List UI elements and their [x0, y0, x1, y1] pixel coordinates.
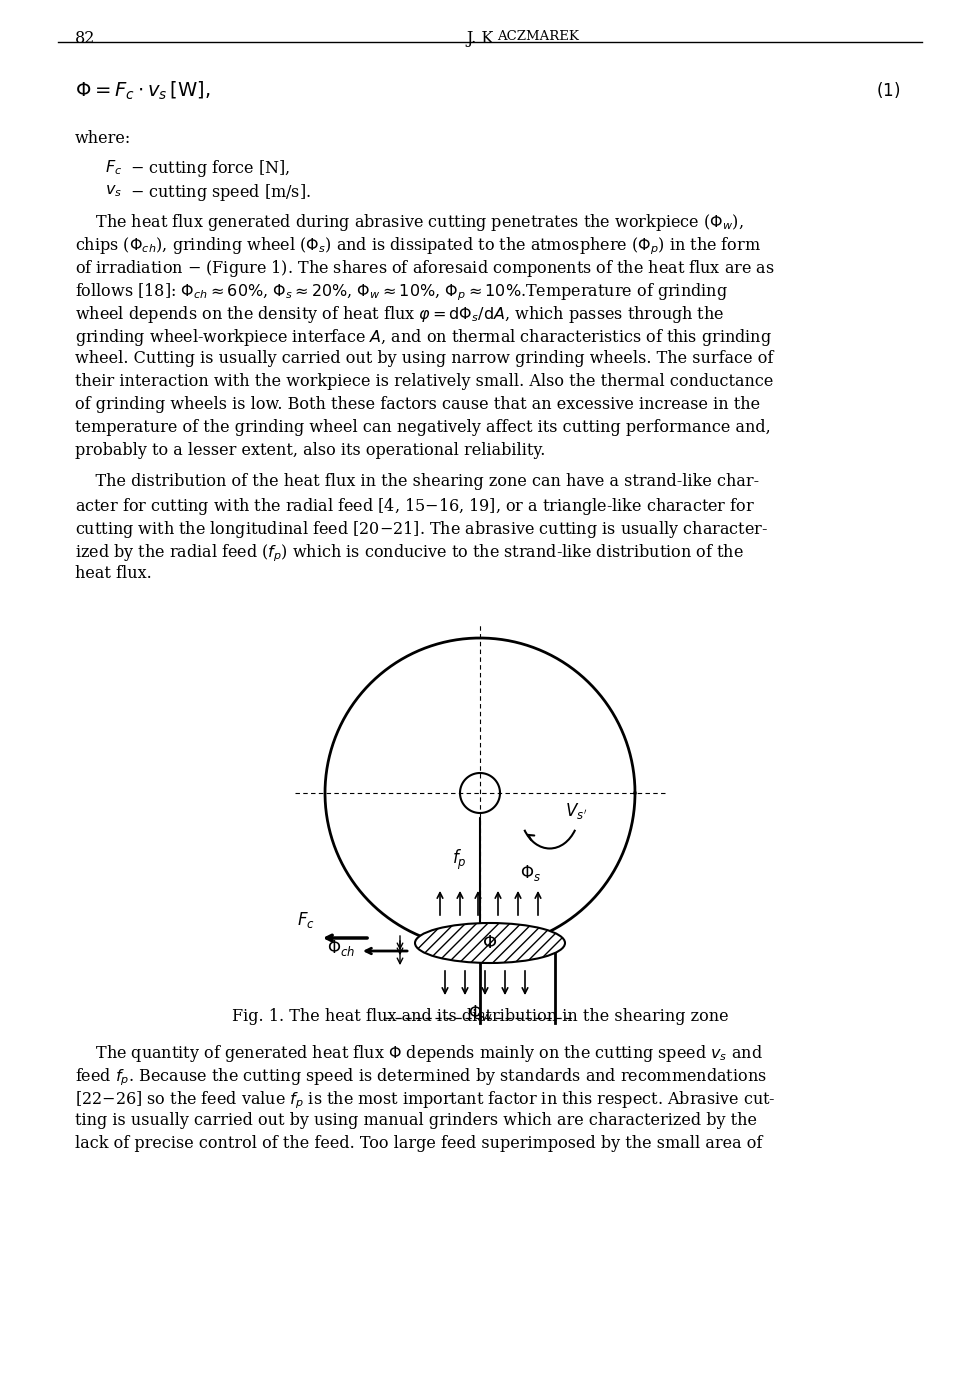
Text: heat flux.: heat flux. [75, 565, 152, 582]
Text: 82: 82 [75, 30, 95, 47]
Text: [22$-$26] so the feed value $f_p$ is the most important factor in this respect. : [22$-$26] so the feed value $f_p$ is the… [75, 1089, 776, 1111]
Text: ACZMAREK: ACZMAREK [497, 30, 579, 43]
Text: of irradiation $-$ (Figure 1). The shares of aforesaid components of the heat fl: of irradiation $-$ (Figure 1). The share… [75, 258, 775, 278]
Text: $F_c$: $F_c$ [298, 909, 315, 930]
Text: cutting with the longitudinal feed [20$-$21]. The abrasive cutting is usually ch: cutting with the longitudinal feed [20$-… [75, 520, 768, 540]
Text: follows [18]: $\Phi_{ch} \approx 60\%$, $\Phi_s \approx 20\%$, $\Phi_w \approx 1: follows [18]: $\Phi_{ch} \approx 60\%$, … [75, 281, 728, 303]
Text: lack of precise control of the feed. Too large feed superimposed by the small ar: lack of precise control of the feed. Too… [75, 1135, 762, 1152]
Text: Fig. 1. The heat flux and its distribution in the shearing zone: Fig. 1. The heat flux and its distributi… [231, 1007, 729, 1025]
Text: $\Phi_{ch}$: $\Phi_{ch}$ [326, 938, 355, 958]
Text: acter for cutting with the radial feed [4, 15$-$16, 19], or a triangle-like char: acter for cutting with the radial feed [… [75, 496, 755, 517]
Text: $\Phi_s$: $\Phi_s$ [520, 863, 541, 883]
Text: ting is usually carried out by using manual grinders which are characterized by : ting is usually carried out by using man… [75, 1112, 757, 1129]
Text: feed $f_p$. Because the cutting speed is determined by standards and recommendat: feed $f_p$. Because the cutting speed is… [75, 1067, 767, 1087]
Text: ized by the radial feed ($f_p$) which is conducive to the strand-like distributi: ized by the radial feed ($f_p$) which is… [75, 542, 744, 564]
Text: where:: where: [75, 130, 132, 147]
Text: $\Phi = F_c \cdot v_s\, [\mathrm{W}],$: $\Phi = F_c \cdot v_s\, [\mathrm{W}],$ [75, 80, 210, 102]
Text: their interaction with the workpiece is relatively small. Also the thermal condu: their interaction with the workpiece is … [75, 373, 774, 390]
Text: $-$ cutting force [N],: $-$ cutting force [N], [130, 158, 290, 179]
Text: $-$ cutting speed [m/s].: $-$ cutting speed [m/s]. [130, 182, 311, 203]
Text: $(1)$: $(1)$ [876, 80, 900, 101]
Text: $F_c$: $F_c$ [105, 158, 122, 176]
Text: probably to a lesser extent, also its operational reliability.: probably to a lesser extent, also its op… [75, 442, 545, 459]
Text: The quantity of generated heat flux $\Phi$ depends mainly on the cutting speed $: The quantity of generated heat flux $\Ph… [75, 1043, 763, 1064]
Text: $v_s$: $v_s$ [105, 182, 122, 198]
Text: of grinding wheels is low. Both these factors cause that an excessive increase i: of grinding wheels is low. Both these fa… [75, 395, 760, 413]
Text: chips ($\Phi_{ch}$), grinding wheel ($\Phi_s$) and is dissipated to the atmosphe: chips ($\Phi_{ch}$), grinding wheel ($\P… [75, 236, 761, 256]
Text: J. K: J. K [467, 30, 493, 47]
Ellipse shape [415, 923, 565, 963]
Text: The distribution of the heat flux in the shearing zone can have a strand-like ch: The distribution of the heat flux in the… [75, 473, 759, 491]
Text: $\Phi$: $\Phi$ [483, 934, 497, 952]
Text: The heat flux generated during abrasive cutting penetrates the workpiece ($\Phi_: The heat flux generated during abrasive … [75, 212, 744, 233]
Text: temperature of the grinding wheel can negatively affect its cutting performance : temperature of the grinding wheel can ne… [75, 419, 771, 435]
Text: wheel depends on the density of heat flux $\varphi = \mathrm{d}\Phi_s/\mathrm{d}: wheel depends on the density of heat flu… [75, 305, 725, 325]
Text: $\Phi_w$: $\Phi_w$ [468, 1003, 492, 1022]
Text: $f_p$: $f_p$ [452, 847, 467, 872]
Text: grinding wheel-workpiece interface $A$, and on thermal characteristics of this g: grinding wheel-workpiece interface $A$, … [75, 327, 772, 349]
Text: wheel. Cutting is usually carried out by using narrow grinding wheels. The surfa: wheel. Cutting is usually carried out by… [75, 350, 774, 367]
Text: $V_{s^{\prime}}$: $V_{s^{\prime}}$ [565, 801, 588, 821]
